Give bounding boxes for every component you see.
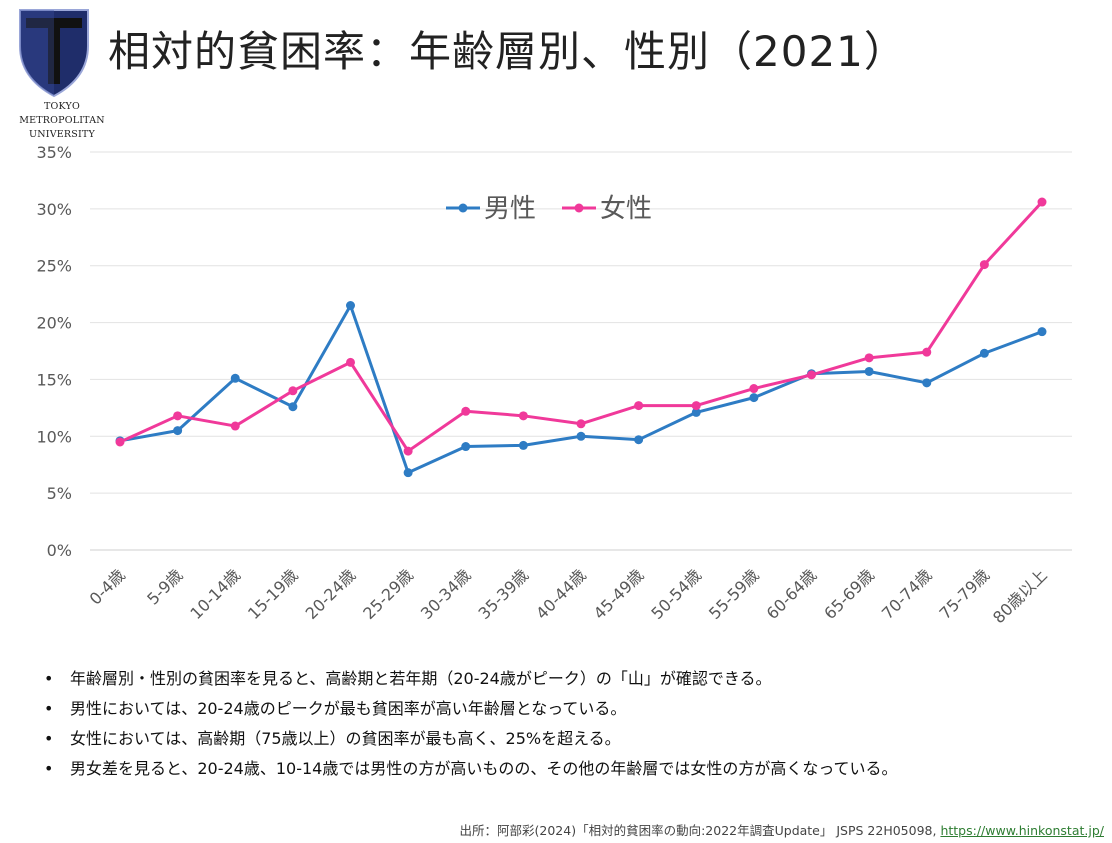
data-point	[230, 373, 240, 383]
data-point	[807, 370, 816, 380]
data-point	[288, 402, 298, 412]
x-tick-label: 40-44歳	[532, 565, 590, 623]
x-tick-label: 5-9歳	[143, 565, 186, 608]
data-point	[346, 357, 355, 367]
x-tick-label: 75-79歳	[936, 565, 994, 623]
data-point	[403, 446, 413, 456]
page-title: 相対的貧困率：年齢層別、性別（2021）	[108, 27, 907, 76]
logo-line-1: TOKYO	[43, 101, 81, 112]
data-point	[749, 393, 759, 403]
legend-marker	[458, 203, 468, 213]
y-tick-label: 15%	[36, 370, 72, 389]
x-tick-label: 0-4歳	[86, 565, 129, 608]
data-point	[1037, 197, 1047, 207]
bullet-icon: •	[44, 759, 54, 778]
data-point	[115, 437, 125, 447]
shield-icon	[19, 9, 89, 98]
y-tick-label: 5%	[47, 484, 72, 503]
x-tick-label: 15-19歳	[244, 565, 302, 623]
bullet-text: 男女差を見ると、20-24歳、10-14歳では男性の方が高いものの、その他の年齢…	[70, 759, 898, 778]
series-line-male	[119, 304, 1043, 475]
source-note: 出所：阿部彩(2024)「相対的貧困率の動向:2022年調査Update」 JS…	[460, 820, 1104, 839]
x-tick-label: 50-54歳	[647, 565, 705, 623]
data-point	[922, 378, 932, 388]
data-point	[576, 431, 586, 441]
source-text: 出所：阿部彩(2024)「相対的貧困率の動向:2022年調査Update」 JS…	[459, 823, 941, 838]
data-point	[922, 347, 932, 357]
bullet-text: 女性においては、高齢期（75歳以上）の貧困率が最も高く、25%を超える。	[70, 729, 621, 748]
data-point	[518, 411, 528, 421]
bullet-icon: •	[44, 699, 54, 718]
x-tick-label: 20-24歳	[302, 565, 360, 623]
source-link[interactable]: https://www.hinkonstat.jp/	[940, 823, 1104, 838]
x-tick-label: 70-74歳	[878, 565, 936, 623]
series-line-female	[119, 201, 1044, 453]
x-tick-label: 55-59歳	[705, 565, 763, 623]
data-point	[691, 407, 701, 417]
bullet-item: • 女性においては、高齢期（75歳以上）の貧困率が最も高く、25%を超える。	[44, 724, 1104, 754]
x-tick-label: 25-29歳	[359, 565, 417, 623]
bullet-icon: •	[44, 729, 54, 748]
legend-label: 女性	[600, 194, 652, 224]
y-tick-label: 20%	[36, 314, 72, 333]
logo-line-3: UNIVERSITY	[29, 129, 95, 140]
bullet-item: • 男性においては、20-24歳のピークが最も貧困率が高い年齢層となっている。	[44, 694, 1104, 724]
data-point	[979, 260, 989, 270]
x-tick-label: 10-14歳	[186, 565, 244, 623]
logo-line-2: METROPOLITAN	[19, 115, 105, 126]
data-point	[230, 421, 240, 431]
legend-label: 男性	[484, 194, 536, 224]
data-point	[518, 440, 528, 450]
data-point	[461, 442, 471, 452]
data-point	[864, 353, 874, 363]
legend-marker	[574, 203, 584, 213]
data-point	[691, 401, 701, 411]
data-point	[749, 384, 759, 394]
x-tick-label: 65-69歳	[820, 565, 878, 623]
university-logo: TOKYO METROPOLITAN UNIVERSITY	[8, 6, 105, 140]
data-point	[634, 435, 644, 445]
bullet-item: • 年齢層別・性別の貧困率を見ると、高齢期と若年期（20-24歳がピーク）の「山」…	[44, 664, 1104, 694]
x-tick-label: 80歳以上	[989, 565, 1051, 627]
bullet-list: • 年齢層別・性別の貧困率を見ると、高齢期と若年期（20-24歳がピーク）の「山」…	[44, 664, 1104, 784]
x-tick-label: 35-39歳	[475, 565, 533, 623]
y-tick-label: 10%	[36, 427, 72, 446]
y-tick-label: 0%	[47, 541, 72, 560]
x-tick-label: 45-49歳	[590, 565, 648, 623]
data-point	[346, 301, 355, 311]
bullet-text: 男性においては、20-24歳のピークが最も貧困率が高い年齢層となっている。	[70, 699, 627, 718]
data-point	[173, 426, 183, 436]
data-point	[288, 386, 298, 396]
line-chart: 0% 5% 10% 15% 20% 25% 30% 35% 0-4歳 5-9歳 10-14歳 15-1…	[36, 143, 1072, 627]
x-tick-label: 60-64歳	[763, 565, 821, 623]
data-point	[173, 411, 183, 421]
data-point	[576, 419, 586, 429]
y-tick-label: 30%	[36, 200, 72, 219]
data-point	[634, 401, 644, 411]
bullet-text: 年齢層別・性別の貧困率を見ると、高齢期と若年期（20-24歳がピーク）の「山」が…	[70, 669, 772, 688]
data-point	[461, 406, 471, 416]
y-tick-label: 35%	[36, 143, 72, 162]
data-point	[1037, 327, 1047, 337]
bullet-item: • 男女差を見ると、20-24歳、10-14歳では男性の方が高いものの、その他の年…	[44, 754, 1104, 784]
data-point	[403, 468, 413, 478]
logo-text: TOKYO METROPOLITAN UNIVERSITY	[8, 100, 116, 142]
y-tick-label: 25%	[36, 257, 72, 276]
data-point	[979, 348, 989, 358]
data-point	[864, 366, 874, 376]
x-tick-label: 30-34歳	[417, 565, 475, 623]
bullet-icon: •	[44, 669, 54, 688]
